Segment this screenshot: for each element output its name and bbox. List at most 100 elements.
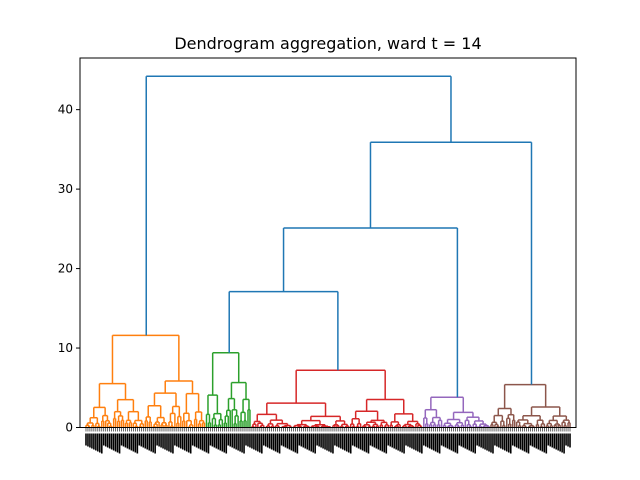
x-leaf-label-mark-129: [340, 433, 342, 449]
x-leaf-label-mark-142: [365, 433, 368, 453]
x-leaf-label-mark-155: [391, 433, 394, 448]
x-leaf-label-mark-40: [164, 433, 166, 450]
x-leaf-label-mark-209: [498, 433, 500, 448]
x-leaf-label-mark-50: [183, 433, 186, 451]
x-leaf-label-mark-90: [262, 433, 265, 446]
x-leaf-label-mark-66: [215, 433, 218, 449]
y-axis: 0 10 20 30 40: [58, 103, 80, 435]
x-leaf-label-mark-53: [189, 433, 192, 454]
x-leaf-label-mark-239: [557, 433, 559, 451]
y-tick-label-0: 0: [65, 421, 73, 435]
x-leaf-label-mark-166: [413, 433, 415, 450]
x-leaf-label-mark-243: [565, 433, 567, 446]
x-leaf-label-mark-78: [239, 433, 241, 452]
x-leaf-label-mark-245: [569, 433, 571, 448]
x-leaf-label-mark-126: [334, 433, 336, 446]
x-leaf-label-mark-11: [106, 433, 109, 448]
x-leaf-label-mark-197: [474, 433, 476, 454]
x-leaf-label-mark-175: [430, 433, 433, 450]
x-leaf-label-mark-147: [375, 433, 378, 449]
x-leaf-label-mark-177: [434, 433, 437, 452]
x-leaf-label-mark-179: [438, 433, 441, 454]
x-leaf-label-mark-221: [521, 433, 524, 451]
x-leaf-label-mark-0: [85, 433, 87, 446]
x-leaf-label-mark-106: [294, 433, 297, 453]
x-leaf-label-mark-99: [280, 433, 283, 446]
x-leaf-label-mark-113: [308, 433, 311, 451]
x-leaf-label-mark-57: [197, 433, 200, 449]
x-leaf-label-mark-3: [91, 433, 93, 449]
x-leaf-label-mark-238: [555, 433, 557, 450]
x-leaf-label-mark-32: [148, 433, 151, 451]
x-leaf-label-mark-74: [231, 433, 233, 448]
x-leaf-label-mark-36: [156, 433, 158, 446]
x-leaf-label-mark-200: [480, 433, 482, 448]
x-leaf-label-mark-167: [415, 433, 417, 451]
x-leaf-label-mark-222: [523, 433, 526, 452]
x-leaf-label-mark-143: [367, 433, 370, 454]
x-leaf-label-mark-149: [379, 433, 382, 451]
x-leaf-label-mark-117: [316, 433, 318, 446]
x-leaf-label-mark-212: [504, 433, 506, 451]
x-leaf-label-mark-130: [342, 433, 344, 450]
x-leaf-label-mark-45: [174, 433, 176, 446]
x-leaf-label-mark-18: [120, 433, 123, 446]
x-leaf-label-mark-83: [249, 433, 251, 448]
x-leaf-label-mark-199: [478, 433, 480, 447]
x-axis: [85, 427, 571, 454]
x-leaf-label-mark-86: [255, 433, 257, 451]
x-leaf-label-mark-153: [387, 433, 390, 446]
x-leaf-label-mark-244: [567, 433, 569, 447]
x-leaf-label-mark-169: [419, 433, 421, 453]
x-leaf-label-mark-67: [217, 433, 220, 450]
x-leaf-label-mark-152: [385, 433, 388, 454]
x-leaf-label-mark-6: [97, 433, 99, 452]
x-leaf-label-mark-102: [286, 433, 289, 449]
x-leaf-label-mark-51: [185, 433, 188, 452]
y-tick-label-10: 10: [58, 341, 73, 355]
x-leaf-label-mark-115: [312, 433, 314, 453]
x-leaf-label-mark-139: [359, 433, 362, 450]
x-leaf-label-mark-34: [152, 433, 154, 453]
x-leaf-label-mark-190: [460, 433, 463, 447]
x-leaf-label-mark-59: [201, 433, 204, 451]
x-leaf-label-mark-195: [470, 433, 473, 452]
x-leaf-label-mark-205: [490, 433, 492, 453]
x-leaf-label-mark-29: [142, 433, 145, 448]
x-leaf-label-mark-43: [170, 433, 172, 453]
x-leaf-label-mark-124: [330, 433, 332, 453]
x-leaf-label-mark-173: [426, 433, 429, 448]
x-leaf-label-mark-220: [519, 433, 522, 450]
x-leaf-label-mark-103: [288, 433, 291, 450]
x-leaf-label-mark-176: [432, 433, 435, 451]
x-leaf-label-mark-107: [296, 433, 299, 454]
x-leaf-label-mark-134: [349, 433, 352, 454]
x-leaf-label-mark-9: [102, 433, 105, 446]
x-leaf-label-mark-111: [304, 433, 307, 449]
x-leaf-label-mark-154: [389, 433, 392, 447]
x-leaf-label-mark-8: [100, 433, 103, 454]
x-leaf-label-mark-21: [126, 433, 129, 449]
dendrogram-links: [85, 75, 571, 428]
x-leaf-label-mark-75: [233, 433, 235, 449]
x-leaf-label-mark-28: [140, 433, 143, 447]
x-leaf-label-mark-94: [270, 433, 273, 450]
x-leaf-label-mark-164: [409, 433, 411, 448]
x-leaf-label-mark-55: [193, 433, 196, 447]
x-leaf-label-mark-215: [509, 433, 512, 454]
x-leaf-label-mark-141: [363, 433, 366, 452]
x-leaf-label-mark-132: [345, 433, 348, 452]
x-leaf-label-mark-46: [176, 433, 178, 447]
x-leaf-label-mark-230: [539, 433, 542, 451]
x-leaf-label-mark-58: [199, 433, 202, 450]
x-leaf-label-mark-198: [476, 433, 478, 446]
x-leaf-label-mark-156: [393, 433, 395, 449]
x-leaf-label-mark-224: [527, 433, 530, 454]
x-leaf-label-mark-144: [369, 433, 372, 446]
x-leaf-label-mark-10: [104, 433, 107, 447]
x-leaf-label-mark-121: [324, 433, 326, 450]
x-leaf-label-mark-201: [482, 433, 484, 449]
x-leaf-label-mark-122: [326, 433, 328, 451]
x-leaf-label-mark-72: [227, 433, 230, 446]
x-leaf-label-mark-178: [436, 433, 439, 453]
